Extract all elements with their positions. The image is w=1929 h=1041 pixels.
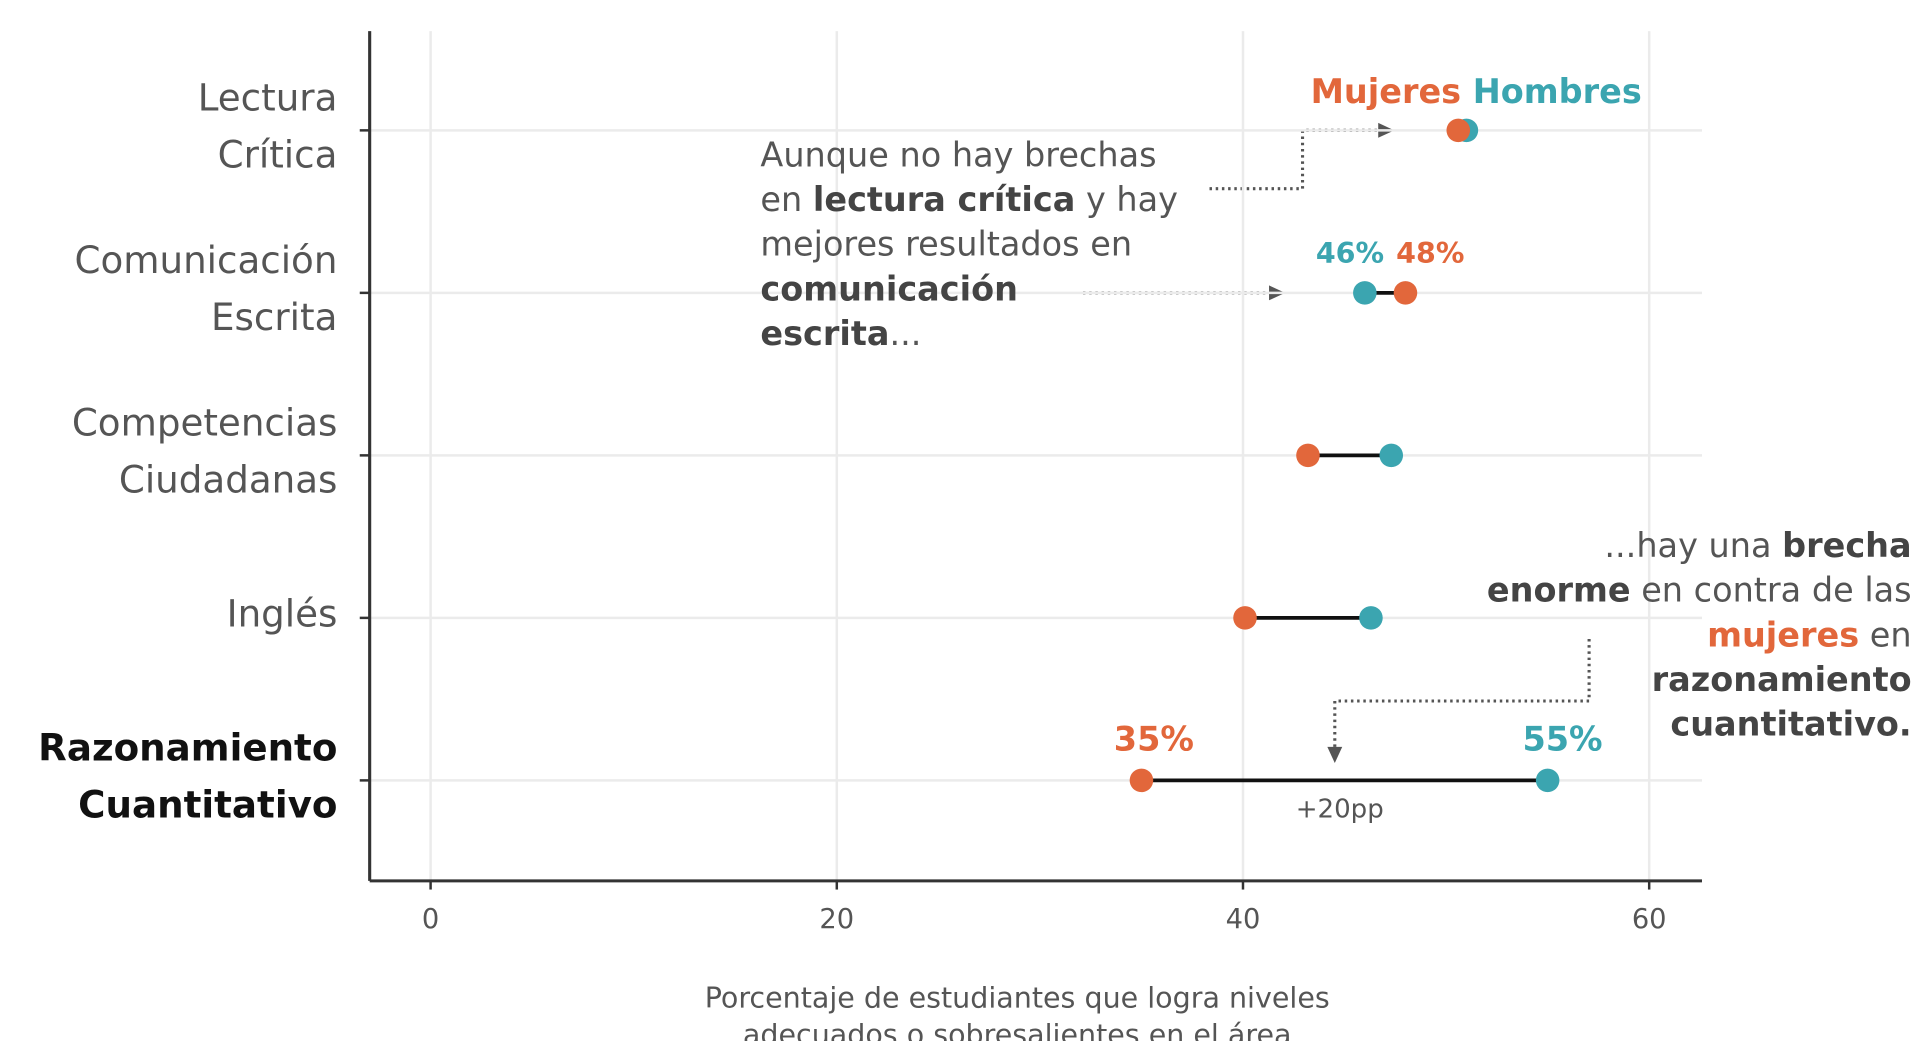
dot — [1446, 118, 1471, 143]
annotation-segment: enorme — [1487, 571, 1631, 610]
arrows — [1082, 128, 1591, 749]
annotation: en lectura crítica y hay — [760, 180, 1178, 219]
annotation-segment: Aunque no hay brechas — [760, 135, 1156, 174]
category-box: Competencias Ciudadanas — [0, 378, 338, 527]
annotation: cuantitativo. — [1670, 705, 1911, 744]
grid: 0 20 40 60 — [359, 31, 1702, 935]
x-tick-label: 60 — [1632, 904, 1667, 935]
dot — [1379, 443, 1404, 468]
annotation-segment: en — [1859, 615, 1911, 654]
annotation: razonamiento — [1652, 660, 1912, 699]
dot — [1393, 281, 1418, 305]
arrowhead — [1327, 746, 1343, 764]
category-wrap: Inglés — [0, 541, 338, 690]
x-tick-label: 40 — [1226, 904, 1261, 935]
annotation-segment: en — [760, 180, 812, 219]
annotation-segment: comunicación — [760, 269, 1018, 308]
x-tick-label: 20 — [819, 904, 854, 935]
annotation: mujeres en — [1707, 615, 1912, 654]
annotation: enorme en contra de las — [1487, 571, 1912, 610]
value-label: 35% — [1114, 720, 1194, 759]
value-label: 48% — [1396, 237, 1464, 270]
annotation-segment: escrita — [760, 314, 889, 353]
category-wrap: Competencias Ciudadanas — [0, 378, 338, 527]
y-tick-label: Competencias Ciudadanas — [71, 402, 338, 503]
dot — [1353, 281, 1377, 305]
y-tick-label: Lectura Crítica — [197, 77, 338, 178]
annotation: Aunque no hay brechas — [760, 135, 1156, 174]
annotation-segment: brecha — [1782, 526, 1911, 565]
x-axis-title: Porcentaje de estudiantes que logra nive… — [705, 981, 1330, 1014]
annotation-segment: y hay — [1075, 180, 1178, 219]
annotation-segment: ... — [890, 314, 922, 353]
annotation-segment: en contra de las — [1631, 571, 1912, 610]
category-box: Razonamiento Cuantitativo — [0, 703, 337, 852]
y-tick-label: Razonamiento Cuantitativo — [38, 727, 338, 828]
dot — [1233, 606, 1257, 630]
value-label: 46% — [1316, 237, 1384, 270]
annotation-segment: ...hay una — [1604, 526, 1782, 565]
annotation-segment: cuantitativo. — [1670, 705, 1911, 744]
arrow — [1333, 638, 1591, 749]
y-tick-label: Comunicación Escrita — [74, 239, 338, 341]
category-box: Comunicación Escrita — [0, 216, 337, 365]
annotation-segment: +20pp — [1296, 795, 1384, 825]
category-box: Lectura Crítica — [0, 53, 338, 202]
y-tick-label: Inglés — [226, 593, 338, 637]
category-wrap: Comunicación Escrita — [0, 216, 337, 365]
annotation-segment: mejores resultados en — [760, 225, 1132, 264]
x-axis-title: adecuados o sobresalientes en el área — [743, 1019, 1292, 1041]
legend-entry: Hombres — [1473, 72, 1642, 111]
legend-entry: Mujeres — [1311, 72, 1462, 111]
annotation: comunicación — [760, 269, 1018, 308]
annotation-segment: lectura crítica — [813, 180, 1075, 219]
dot — [1296, 443, 1320, 468]
legend: Mujeres Hombres — [1311, 72, 1642, 111]
arrowheads — [1269, 122, 1395, 764]
x-tick-label: 0 — [422, 904, 439, 935]
category-box: Inglés — [0, 541, 338, 690]
value-label: 55% — [1522, 720, 1602, 759]
annotation: ...hay una brecha — [1604, 526, 1911, 565]
arrow — [1209, 128, 1380, 191]
annotation: escrita... — [760, 314, 921, 353]
annotation-segment: mujeres — [1707, 615, 1859, 654]
annotation: mejores resultados en — [760, 225, 1132, 264]
dot — [1535, 768, 1560, 793]
dot — [1129, 768, 1154, 793]
category-wrap: Razonamiento Cuantitativo — [0, 703, 337, 852]
category-wrap: Lectura Crítica — [0, 53, 338, 202]
legend-gap — [1461, 72, 1473, 111]
annotation-segment: razonamiento — [1652, 660, 1912, 699]
dot — [1359, 606, 1383, 630]
annotation: +20pp — [1296, 795, 1384, 825]
